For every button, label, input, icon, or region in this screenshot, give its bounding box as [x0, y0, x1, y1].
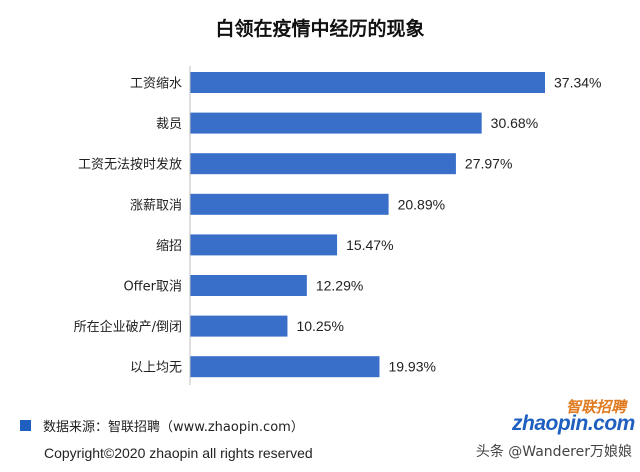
source-note: 数据来源：智联招聘（www.zhaopin.com） — [20, 416, 304, 435]
bar-2 — [190, 153, 456, 175]
value-label-4: 15.47% — [346, 237, 393, 253]
category-label-3: 涨薪取消 — [130, 198, 182, 213]
value-label-1: 30.68% — [491, 115, 538, 131]
source-marker-icon — [20, 419, 31, 431]
value-label-0: 37.34% — [554, 75, 601, 91]
bar-5 — [190, 275, 307, 296]
category-label-2: 工资无法按时发放 — [78, 157, 182, 173]
category-label-5: Offer取消 — [123, 280, 182, 295]
bar-chart: 工资缩水 37.34% 裁员 30.68% 工资无法按时发放 27.97% 涨薪取消 20.8… — [74, 66, 601, 385]
value-label-6: 10.25% — [296, 318, 343, 334]
logo-latin-text: zhaopin.com — [512, 412, 635, 435]
copyright-text: Copyright©2020 zhaopin all rights reserv… — [44, 445, 313, 461]
zhaopin-logo: 智联招聘 zhaopin.com — [508, 396, 635, 442]
source-text: 数据来源：智联招聘（www.zhaopin.com） — [43, 419, 304, 435]
category-label-6: 所在企业破产/倒闭 — [74, 319, 182, 335]
logo-chinese-text: 智联招聘 — [565, 398, 626, 416]
value-label-5: 12.29% — [316, 278, 363, 294]
category-label-1: 裁员 — [156, 116, 182, 132]
value-label-3: 20.89% — [398, 196, 445, 212]
bars-layer: 工资缩水 37.34% 裁员 30.68% 工资无法按时发放 27.97% 涨薪取消 20.8… — [74, 72, 601, 378]
bar-4 — [190, 234, 338, 256]
bar-3 — [190, 193, 389, 215]
chart-title: 白领在疫情中经历的现象 — [215, 18, 425, 40]
value-label-7: 19.93% — [388, 359, 435, 375]
category-label-4: 缩招 — [156, 238, 182, 254]
watermark-text: 头条 @Wanderer万娘娘 — [475, 444, 632, 460]
category-label-7: 以上均无 — [130, 361, 182, 376]
bar-6 — [190, 315, 288, 337]
bar-7 — [190, 356, 380, 378]
value-label-2: 27.97% — [465, 156, 512, 172]
bar-1 — [190, 112, 482, 134]
category-label-0: 工资缩水 — [130, 76, 182, 92]
bar-0 — [190, 72, 545, 93]
